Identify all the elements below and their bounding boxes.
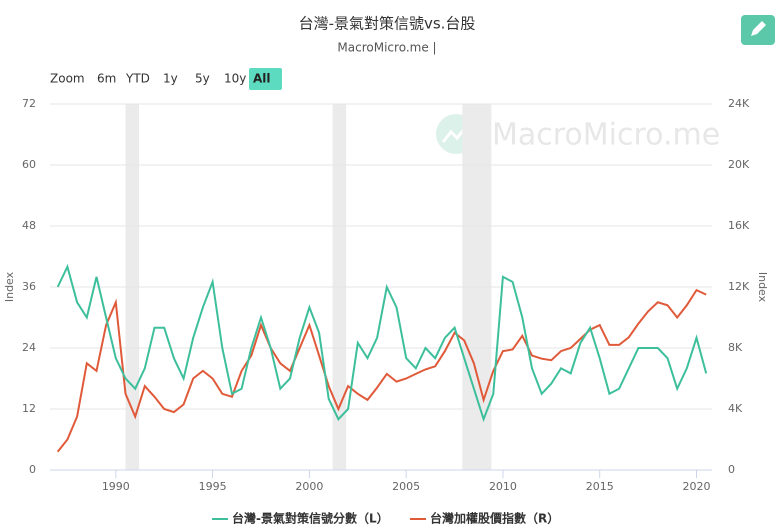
y-tick-label: 72 [22, 97, 36, 110]
y-tick-label: 24 [22, 341, 36, 354]
y2-tick-label: 12K [728, 280, 750, 293]
watermark-text: MacroMicro.me [492, 118, 720, 153]
range-button[interactable]: All [253, 72, 271, 86]
range-button[interactable]: 6m [97, 72, 116, 86]
y-tick-label: 0 [29, 463, 36, 476]
y2-axis-label: Index [756, 272, 769, 303]
x-tick-label: 2000 [295, 480, 323, 493]
y2-tick-label: 4K [728, 402, 743, 415]
y2-tick-label: 24K [728, 97, 750, 110]
zoom-label: Zoom [50, 72, 85, 86]
y-tick-label: 48 [22, 219, 36, 232]
chart-subtitle: MacroMicro.me | [337, 41, 436, 55]
range-button-bg[interactable] [249, 68, 282, 90]
range-button[interactable]: 5y [195, 72, 210, 86]
x-tick-label: 2015 [586, 480, 614, 493]
series-line [56, 263, 708, 423]
x-tick-label: 2005 [392, 480, 420, 493]
series-line [56, 288, 707, 453]
y-tick-label: 12 [22, 402, 36, 415]
chart-title: 台灣-景氣對策信號vs.台股 [299, 15, 476, 33]
legend-label[interactable]: 台灣加權股價指數（R） [430, 511, 559, 526]
y2-tick-label: 8K [728, 341, 743, 354]
x-tick-label: 1995 [199, 480, 227, 493]
range-button[interactable]: 10y [224, 72, 246, 86]
x-tick-label: 2020 [683, 480, 711, 493]
y-tick-label: 36 [22, 280, 36, 293]
y2-tick-label: 16K [728, 219, 750, 232]
y-tick-label: 60 [22, 158, 36, 171]
x-tick-label: 1990 [102, 480, 130, 493]
x-tick-label: 2010 [489, 480, 517, 493]
y-axis-label: Index [3, 271, 16, 302]
edit-button[interactable] [741, 15, 775, 45]
legend-label[interactable]: 台灣-景氣對策信號分數（L） [232, 511, 389, 526]
range-button[interactable]: 1y [163, 72, 178, 86]
y2-tick-label: 20K [728, 158, 750, 171]
range-button[interactable]: YTD [125, 72, 150, 86]
y2-tick-label: 0 [728, 463, 735, 476]
